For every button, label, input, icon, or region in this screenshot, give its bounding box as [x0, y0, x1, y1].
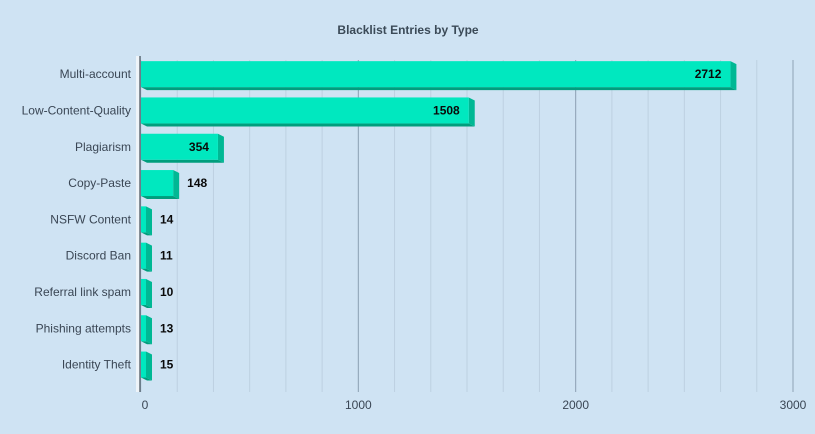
bar-bottom-face: [141, 196, 179, 199]
bar: [141, 315, 146, 341]
bar: [141, 352, 146, 378]
bar-side-face: [146, 279, 152, 308]
data-label: 14: [160, 212, 174, 226]
bar-side-face: [218, 134, 224, 163]
bar: [141, 61, 730, 87]
category-label: NSFW Content: [50, 212, 131, 226]
data-label: 13: [160, 321, 174, 335]
axis-floor: [136, 56, 140, 392]
bar: [141, 243, 146, 269]
data-label: 10: [160, 285, 174, 299]
bar-bottom-face: [141, 160, 224, 163]
category-label: Copy-Paste: [68, 176, 131, 190]
bar: [141, 279, 146, 305]
x-tick-label: 3000: [780, 398, 807, 412]
chart-title: Blacklist Entries by Type: [337, 23, 478, 37]
bar-side-face: [730, 61, 736, 90]
bar: [141, 206, 146, 232]
category-label: Referral link spam: [34, 285, 131, 299]
bar-side-face: [469, 97, 475, 126]
bar-side-face: [173, 170, 179, 199]
category-label: Multi-account: [60, 67, 132, 81]
bar: [141, 97, 469, 123]
data-label: 11: [160, 249, 173, 263]
x-axis-ticks: 0 1000 2000 3000: [142, 398, 807, 412]
bar-side-face: [146, 315, 152, 344]
bar: [141, 170, 173, 196]
category-label: Identity Theft: [62, 358, 132, 372]
x-tick-label: 1000: [345, 398, 372, 412]
bar-side-face: [146, 206, 152, 235]
category-label: Low-Content-Quality: [22, 103, 131, 117]
category-label: Discord Ban: [66, 249, 131, 263]
category-label: Phishing attempts: [36, 321, 131, 335]
bar-bottom-face: [141, 123, 475, 126]
bar-side-face: [146, 352, 152, 381]
data-label: 1508: [433, 103, 460, 117]
data-label: 148: [187, 176, 207, 190]
category-label: Plagiarism: [75, 140, 131, 154]
data-label: 354: [189, 140, 209, 154]
bar-side-face: [146, 243, 152, 272]
x-tick-label: 2000: [562, 398, 589, 412]
bar-bottom-face: [141, 87, 736, 90]
data-label: 2712: [695, 67, 722, 81]
data-label: 15: [160, 358, 174, 372]
x-tick-label: 0: [142, 398, 149, 412]
